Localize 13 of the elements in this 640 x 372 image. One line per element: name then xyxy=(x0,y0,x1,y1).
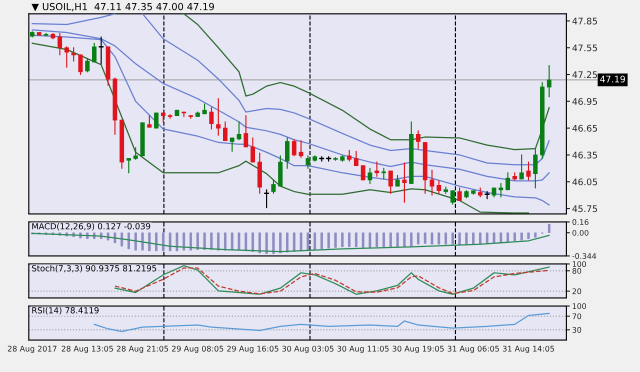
y-tick-label: 46.05 xyxy=(572,178,598,186)
y-tick-label: 47.25 xyxy=(572,71,598,78)
chart-title: MACD(12,26,9) 0.127 -0.039 xyxy=(32,222,150,230)
y-tick-label: 47.85 xyxy=(572,18,598,24)
y-tick-label: 45.75 xyxy=(572,205,598,212)
y-tick-label: 47.55 xyxy=(572,44,598,52)
y-tick-label: 46.65 xyxy=(572,124,598,132)
chart-title: ▼ USOIL,H1 47.11 47.35 47.00 47.19 xyxy=(32,2,214,12)
y-tick-label: 46.95 xyxy=(572,98,598,105)
y-tick-label: 46.35 xyxy=(572,152,598,158)
chart-title: RSI(14) 78.4119 xyxy=(32,307,99,314)
ref-line-label: 47.19 xyxy=(600,76,625,82)
chart-title: Stoch(7,3,3) 90.9375 81.2195 xyxy=(32,264,156,272)
